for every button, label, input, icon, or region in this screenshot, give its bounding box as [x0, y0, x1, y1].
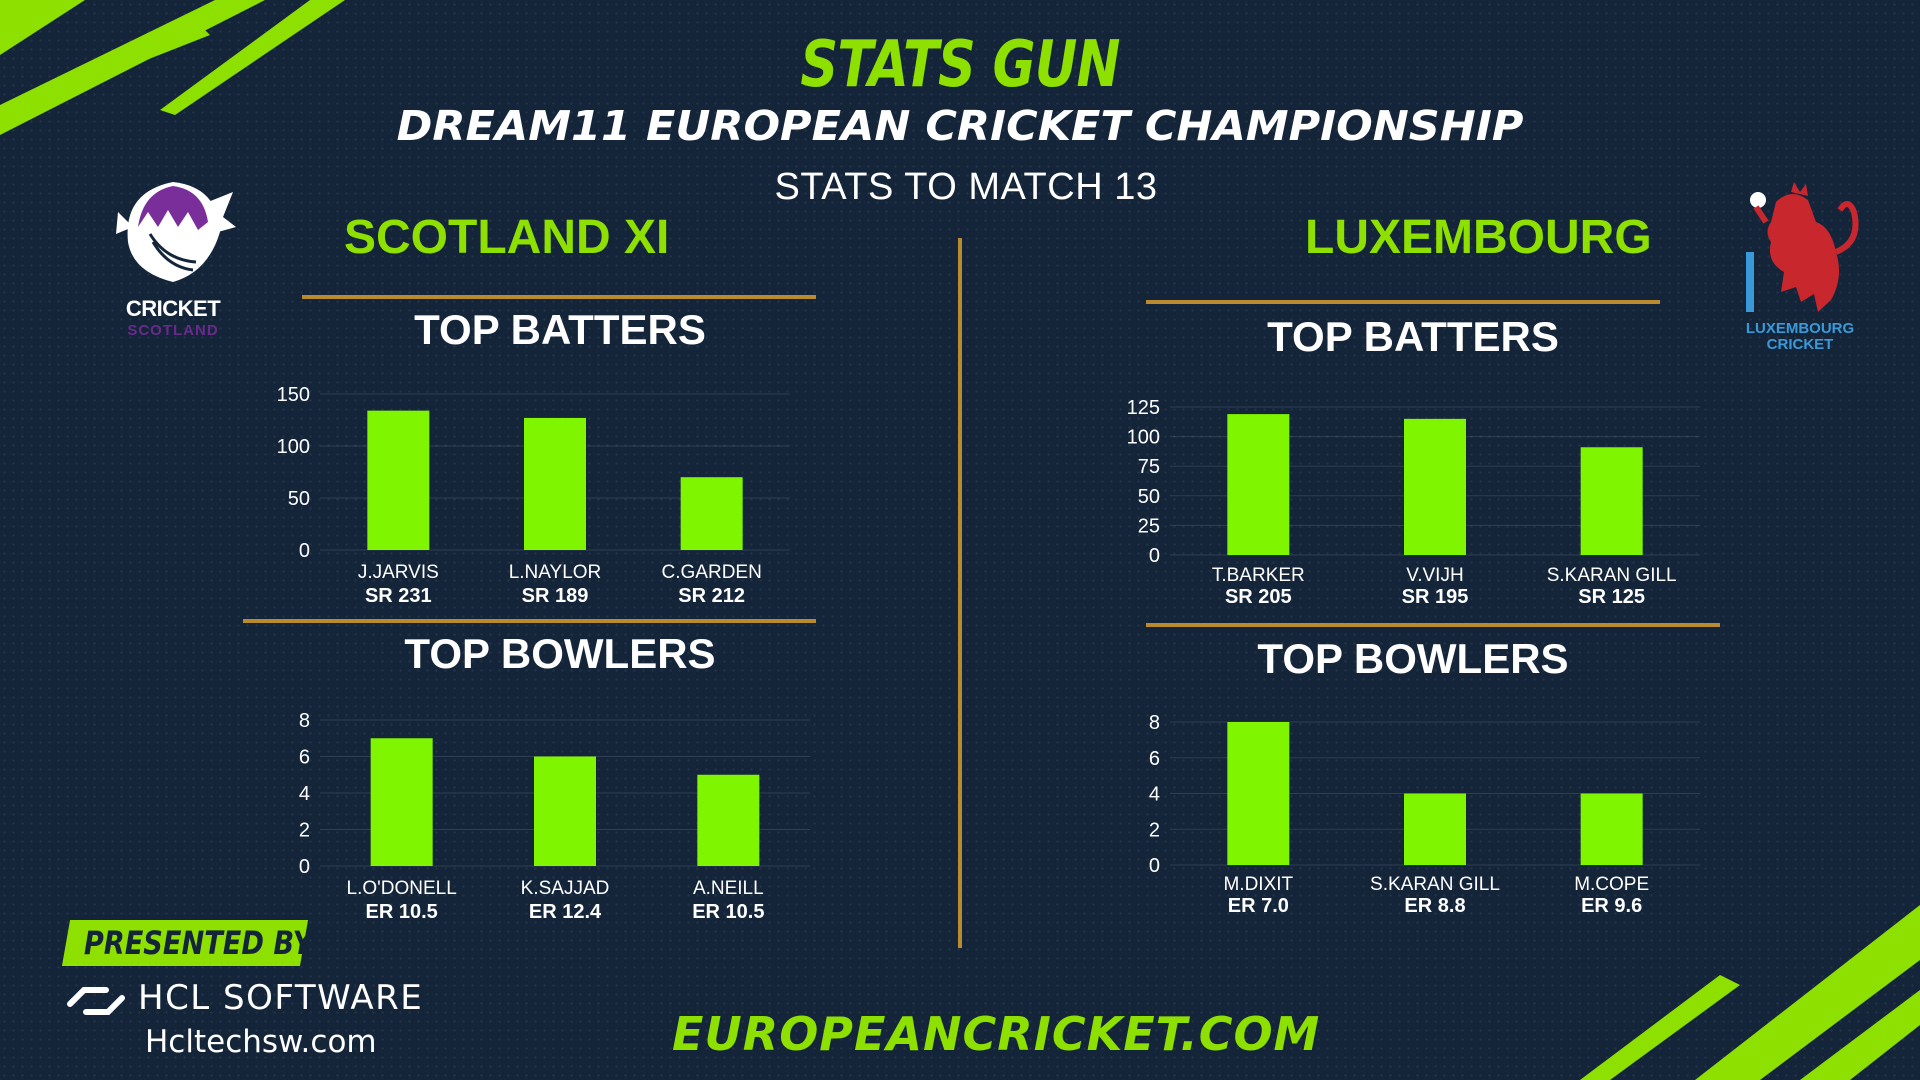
presented-by-badge: PRESENTED BY: [61, 920, 313, 966]
y-tick-label: 150: [277, 384, 310, 406]
category-sublabel: ER 7.0: [1228, 895, 1289, 917]
y-tick-label: 2: [299, 820, 310, 842]
luxembourg-lion-icon: [1746, 182, 1859, 312]
y-tick-label: 50: [288, 488, 310, 510]
team-name-right: LUXEMBOURG: [1305, 211, 1652, 264]
y-tick-label: 100: [1127, 427, 1160, 449]
cricket-scotland-logo-subtext: SCOTLAND: [127, 322, 219, 339]
divider-right-middle: [1146, 623, 1720, 627]
bar: [697, 774, 760, 866]
cricket-scotland-logo: CRICKET SCOTLAND: [108, 172, 238, 339]
category-label: K.SAJJAD: [521, 878, 610, 899]
left-batters-title: TOP BATTERS: [414, 306, 706, 353]
y-tick-label: 50: [1138, 486, 1160, 508]
category-sublabel: ER 10.5: [366, 901, 438, 923]
category-sublabel: SR 212: [678, 585, 745, 607]
y-tick-label: 25: [1138, 515, 1160, 537]
category-label: L.NAYLOR: [509, 562, 602, 583]
category-label: C.GARDEN: [662, 562, 762, 583]
left-bowlers-title: TOP BOWLERS: [404, 630, 716, 677]
category-sublabel: ER 10.5: [692, 901, 764, 923]
y-tick-label: 4: [1149, 784, 1160, 806]
bar: [1580, 447, 1643, 555]
y-tick-label: 6: [1149, 748, 1160, 770]
stats-gun-title: STATS GUN: [800, 28, 1120, 102]
bar: [1227, 414, 1290, 555]
y-tick-label: 100: [277, 436, 310, 458]
bar: [1404, 418, 1466, 555]
presented-by-label: PRESENTED BY: [83, 924, 313, 962]
category-label: V.VIJH: [1406, 565, 1463, 586]
bar: [367, 410, 430, 550]
stats-subtitle: STATS TO MATCH 13: [774, 166, 1158, 208]
bar: [370, 738, 433, 866]
team-name-left: SCOTLAND XI: [344, 211, 670, 264]
right-batters-title: TOP BATTERS: [1267, 313, 1559, 360]
cricket-scotland-thistle-icon: [116, 182, 236, 282]
y-tick-label: 8: [299, 710, 310, 732]
y-tick-label: 4: [299, 783, 310, 805]
y-tick-label: 8: [1149, 712, 1160, 734]
championship-title: DREAM11 EUROPEAN CRICKET CHAMPIONSHIP: [396, 102, 1524, 150]
bar: [1227, 722, 1290, 865]
category-sublabel: SR 125: [1578, 586, 1645, 608]
y-tick-label: 0: [1149, 545, 1160, 567]
y-tick-label: 0: [299, 540, 310, 562]
sponsor-name: HCL SOFTWARE: [138, 978, 424, 1018]
luxembourg-cricket-logo: LUXEMBOURG CRICKET: [1736, 182, 1864, 353]
category-sublabel: SR 231: [365, 585, 432, 607]
category-label: S.KARAN GILL: [1547, 565, 1677, 586]
y-tick-label: 0: [1149, 855, 1160, 877]
y-tick-label: 75: [1138, 456, 1160, 478]
right-bowlers-title: TOP BOWLERS: [1257, 635, 1569, 682]
category-label: A.NEILL: [693, 878, 764, 899]
luxembourg-logo-text-1: LUXEMBOURG: [1745, 320, 1855, 337]
center-divider: [958, 238, 962, 948]
category-sublabel: ER 8.8: [1404, 895, 1465, 917]
category-sublabel: ER 12.4: [529, 901, 602, 923]
category-label: S.KARAN GILL: [1370, 874, 1500, 895]
bar: [524, 417, 586, 550]
bar: [534, 756, 596, 866]
y-tick-label: 2: [1149, 819, 1160, 841]
y-tick-label: 6: [299, 747, 310, 769]
category-sublabel: ER 9.6: [1581, 895, 1642, 917]
bar: [1404, 793, 1466, 865]
category-label: M.DIXIT: [1223, 874, 1293, 895]
y-tick-label: 125: [1127, 397, 1160, 419]
category-sublabel: SR 195: [1402, 586, 1469, 608]
divider-right-top: [1146, 300, 1660, 304]
hcl-logo-icon: [67, 987, 125, 1015]
category-sublabel: SR 189: [522, 585, 589, 607]
category-label: M.COPE: [1574, 874, 1649, 895]
luxembourg-logo-text-2: CRICKET: [1766, 336, 1834, 353]
bar: [680, 477, 743, 550]
bar: [1580, 793, 1643, 865]
divider-left-middle: [243, 619, 816, 623]
divider-left-top: [302, 295, 816, 299]
category-sublabel: SR 205: [1225, 586, 1292, 608]
category-label: T.BARKER: [1212, 565, 1305, 586]
y-tick-label: 0: [299, 856, 310, 878]
category-label: J.JARVIS: [358, 562, 439, 583]
sponsor-url[interactable]: Hcltechsw.com: [145, 1024, 377, 1060]
category-label: L.O'DONELL: [347, 878, 457, 899]
cricket-scotland-logo-text: CRICKET: [125, 296, 221, 321]
website-link[interactable]: EUROPEANCRICKET.COM: [672, 1007, 1321, 1061]
